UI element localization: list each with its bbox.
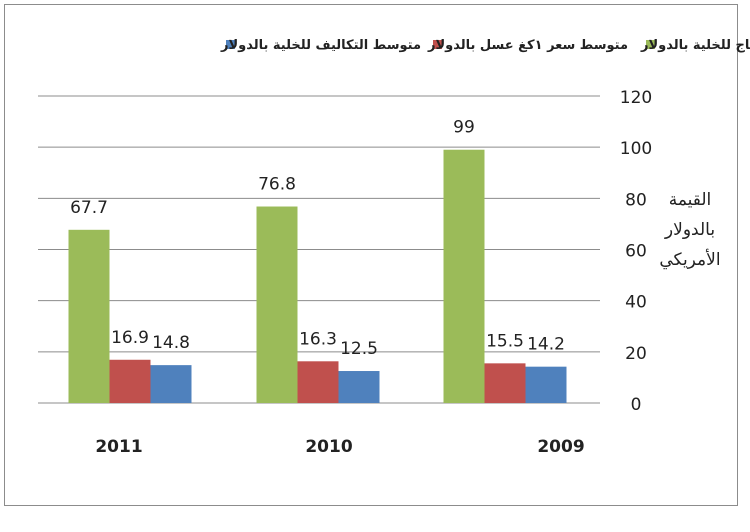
bar (338, 371, 380, 403)
x-axis-ticks: 2011 2010 2009 (95, 437, 584, 457)
y-axis-label: القيمة بالدولار الأمريكي (659, 190, 720, 270)
x-tick-label: 2009 (537, 437, 584, 457)
data-label: 16.9 (111, 328, 149, 348)
y-tick-label: 60 (625, 242, 647, 262)
legend-swatch (226, 40, 235, 49)
y-tick-label: 40 (625, 293, 647, 313)
y-axis-ticks: 0 20 40 60 80 100 120 (620, 88, 652, 415)
legend-label: متوسط قيمة الإنتاج للخلية بالدولار (640, 38, 750, 53)
x-tick-label: 2011 (95, 437, 142, 457)
y-axis-label-line: القيمة (669, 190, 712, 210)
data-label: 12.5 (340, 339, 378, 359)
data-label: 15.5 (486, 331, 524, 351)
y-tick-label: 0 (631, 395, 642, 415)
y-tick-label: 80 (625, 190, 647, 210)
x-tick-label: 2010 (305, 437, 352, 457)
bar (297, 361, 339, 403)
data-label: 14.2 (527, 335, 565, 355)
data-labels: 67.7 16.9 14.8 76.8 16.3 12.5 99 15.5 14.2 (70, 118, 565, 359)
y-tick-label: 100 (620, 139, 652, 159)
bar (109, 359, 151, 403)
bar (256, 206, 298, 403)
data-label: 99 (453, 118, 475, 138)
legend-label: متوسط سعر ١كغ عسل بالدولار (427, 38, 628, 53)
chart-frame (4, 4, 738, 506)
y-tick-label: 120 (620, 88, 652, 108)
gridlines (38, 95, 600, 404)
data-label: 76.8 (258, 175, 296, 195)
y-tick-label: 20 (625, 344, 647, 364)
data-label: 67.7 (70, 198, 108, 218)
data-label: 14.8 (152, 333, 190, 353)
bar (443, 149, 485, 403)
data-label: 16.3 (299, 329, 337, 349)
legend-label: متوسط التكاليف للخلية بالدولار (220, 38, 421, 53)
legend-swatch (646, 40, 655, 49)
bar (68, 229, 110, 403)
bar (525, 366, 567, 403)
y-axis-label-line: الأمريكي (659, 249, 720, 270)
bar (484, 363, 526, 403)
legend-swatch (433, 40, 442, 49)
bar (150, 365, 192, 403)
y-axis-label-line: بالدولار (664, 220, 715, 240)
bars (68, 149, 567, 403)
legend: متوسط قيمة الإنتاج للخلية بالدولار متوسط … (220, 38, 750, 53)
